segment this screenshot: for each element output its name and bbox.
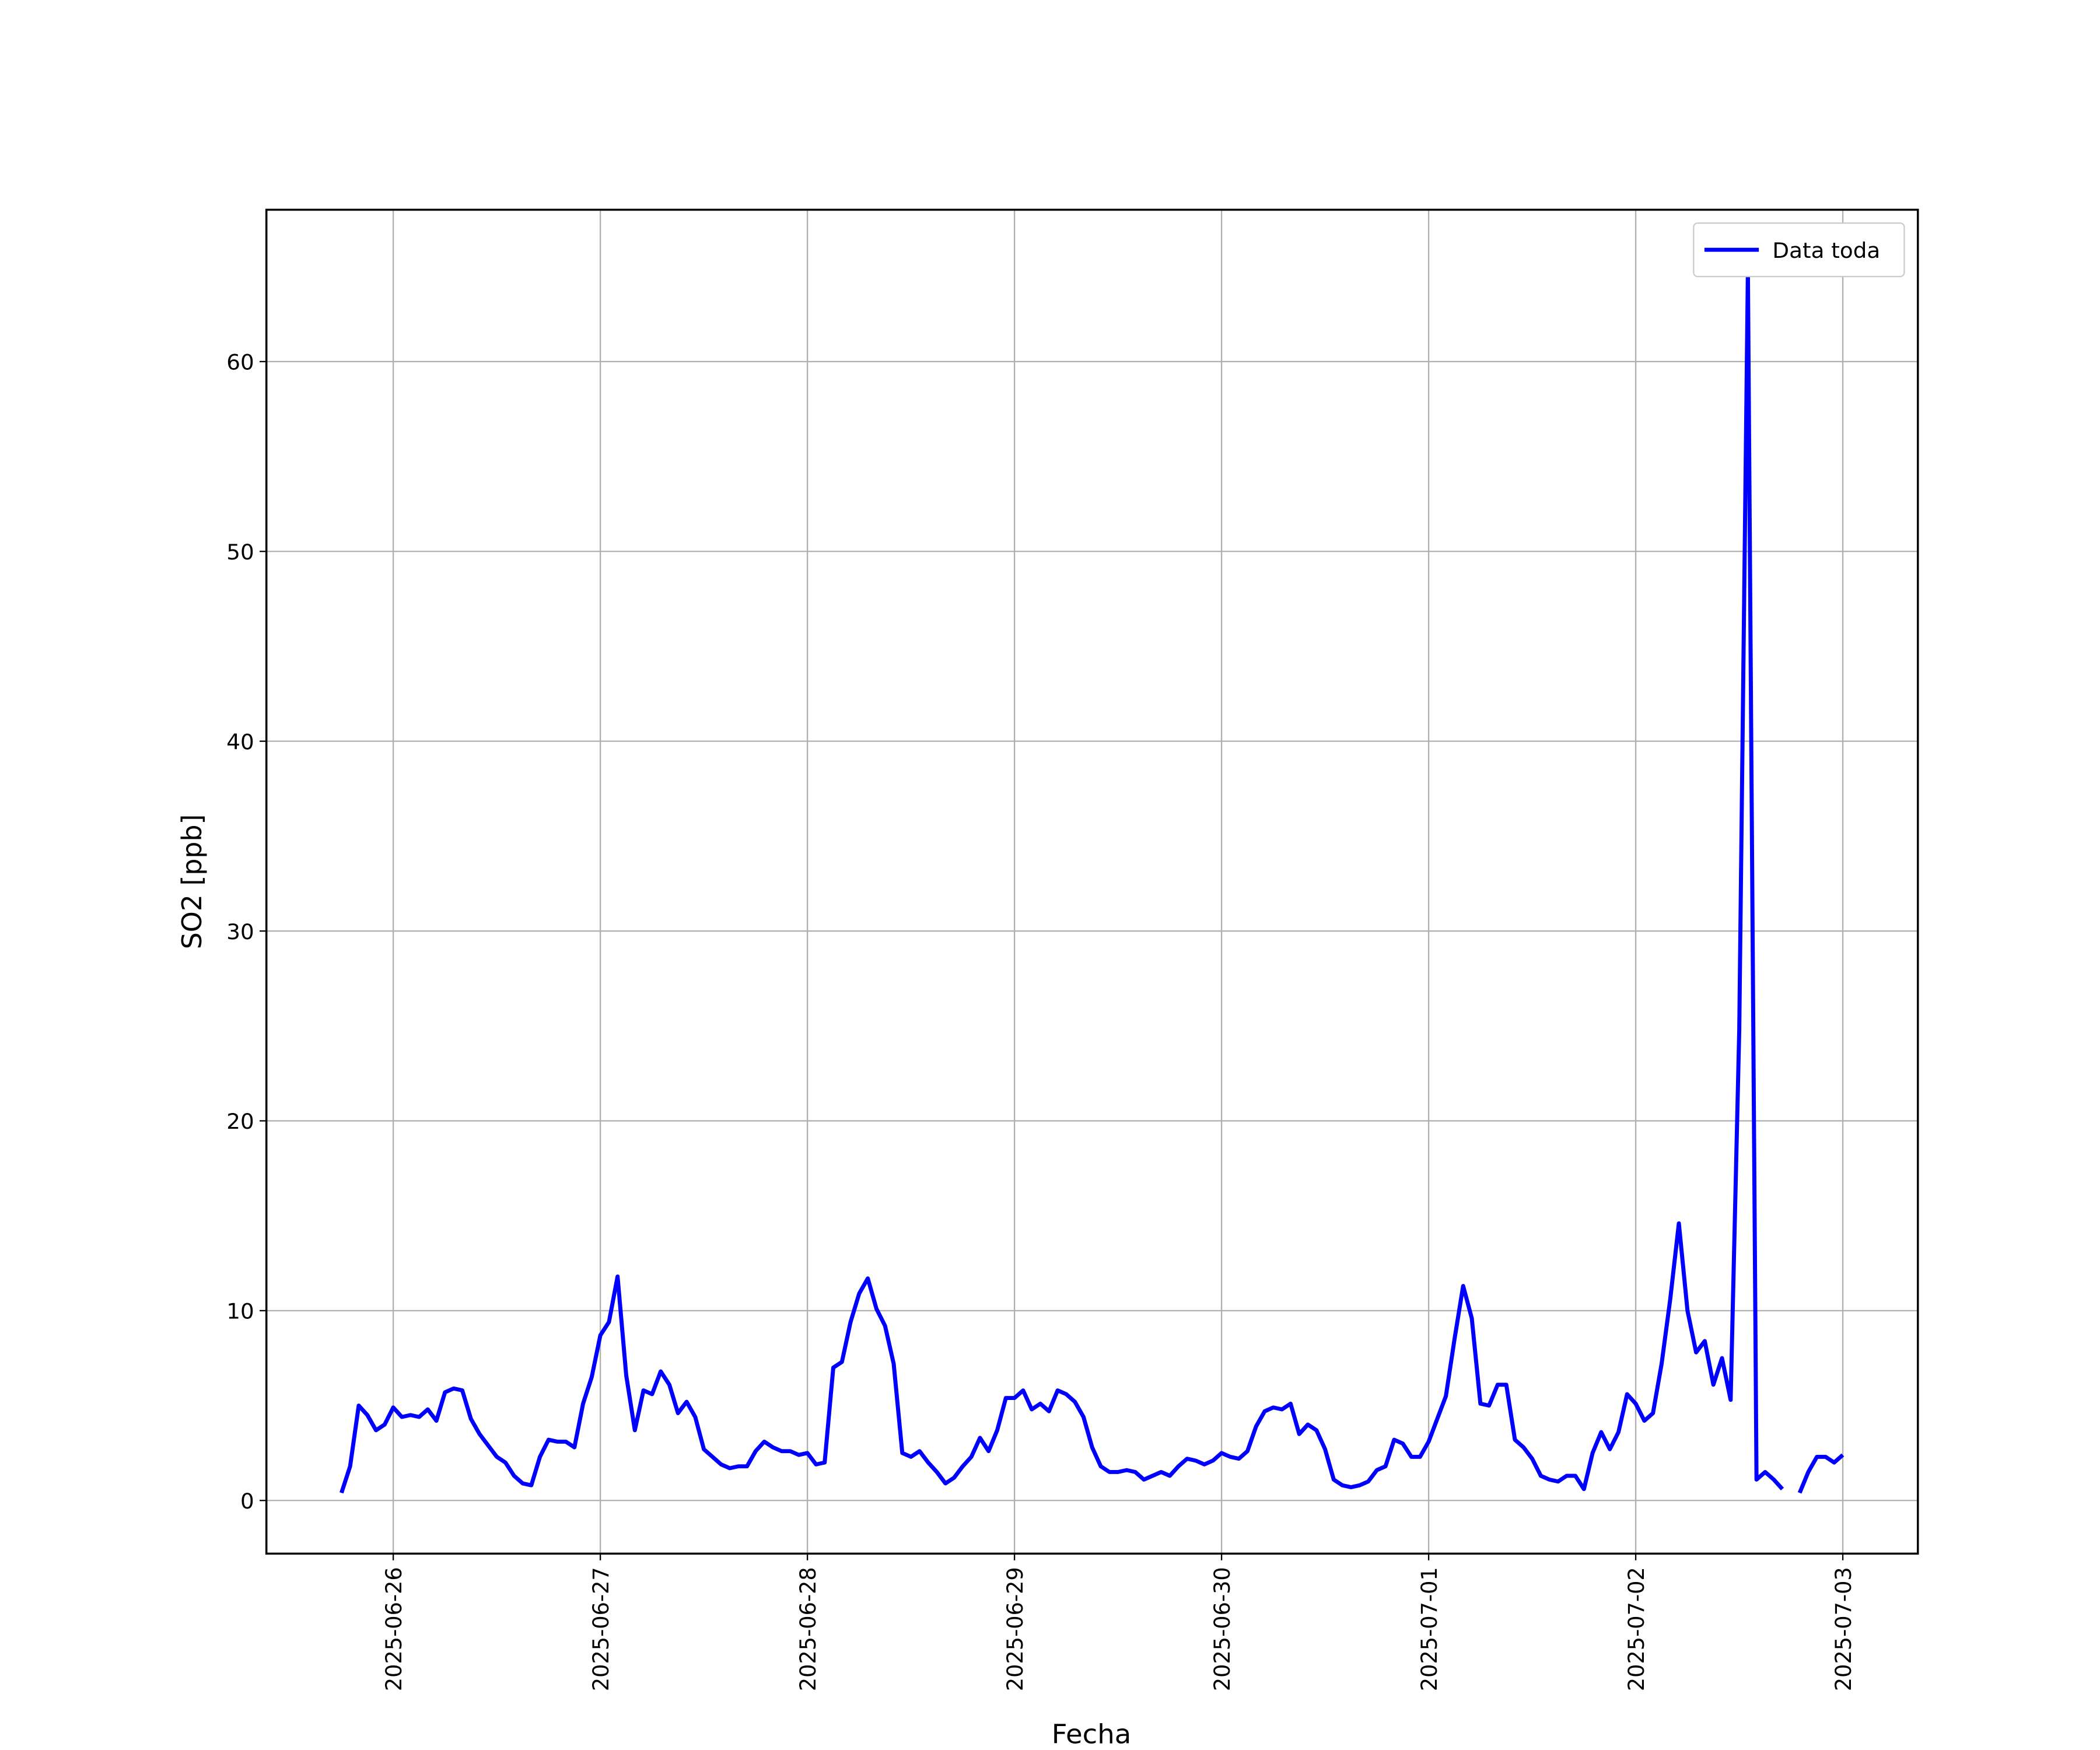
x-axis-label: Fecha bbox=[1052, 1718, 1132, 1750]
y-tick-label: 10 bbox=[226, 1299, 254, 1324]
legend-box bbox=[1693, 222, 1905, 278]
x-tick-label: 2025-07-02 bbox=[1624, 1567, 1649, 1691]
plot-frame bbox=[265, 208, 1919, 1555]
y-axis-label: SO2 [ppb] bbox=[176, 814, 207, 950]
x-tick-label: 2025-06-28 bbox=[796, 1567, 821, 1691]
x-tick-label: 2025-06-27 bbox=[589, 1567, 614, 1691]
x-tick-label: 2025-06-26 bbox=[382, 1567, 407, 1691]
y-tick-label: 40 bbox=[226, 730, 254, 755]
x-tick-label: 2025-07-03 bbox=[1831, 1567, 1856, 1691]
y-tick-label: 60 bbox=[226, 350, 254, 375]
y-tick-label: 0 bbox=[240, 1489, 254, 1514]
x-tick-label: 2025-07-01 bbox=[1417, 1567, 1442, 1691]
y-tick-label: 50 bbox=[226, 540, 254, 565]
x-tick-label: 2025-06-29 bbox=[1003, 1567, 1028, 1691]
y-tick-label: 20 bbox=[226, 1109, 254, 1134]
legend-label: Data toda bbox=[1772, 238, 1880, 263]
y-tick-label: 30 bbox=[226, 919, 254, 944]
data-line bbox=[340, 268, 1845, 1494]
x-tick-label: 2025-06-30 bbox=[1210, 1567, 1235, 1691]
